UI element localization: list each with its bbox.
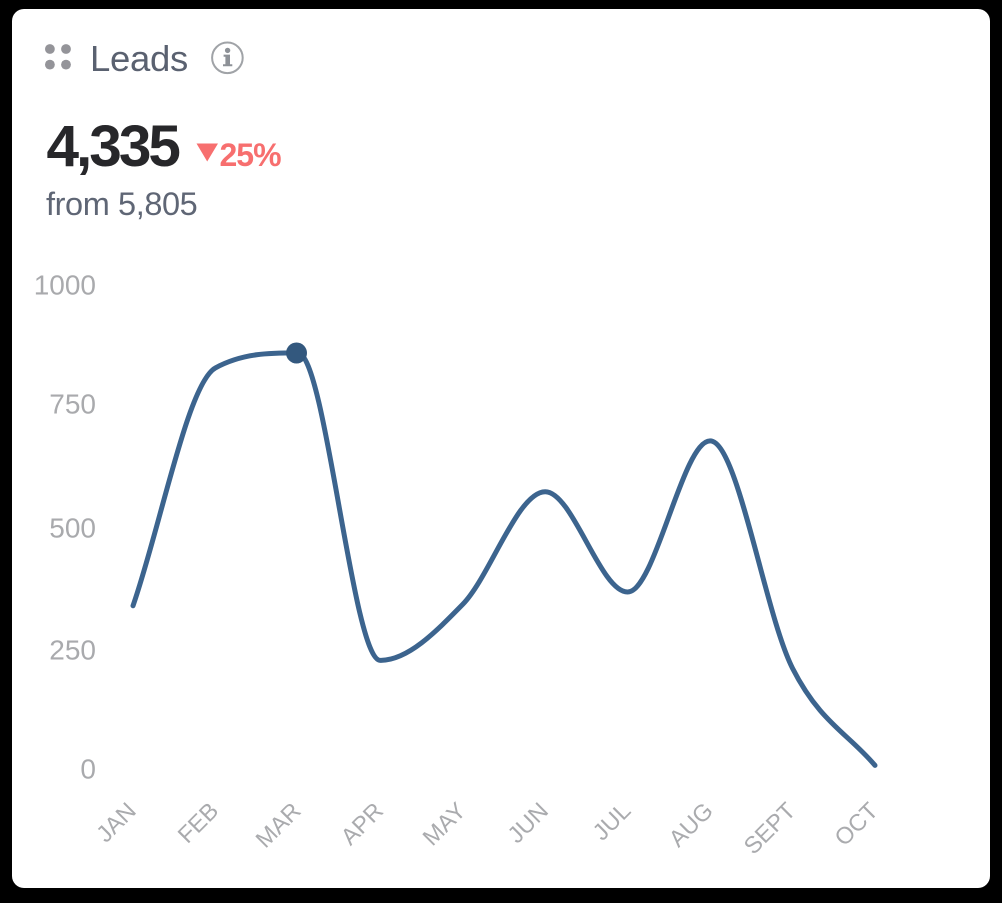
svg-text:FEB: FEB bbox=[173, 797, 224, 848]
svg-text:OCT: OCT bbox=[829, 797, 882, 850]
svg-text:500: 500 bbox=[49, 512, 96, 543]
svg-text:APR: APR bbox=[336, 797, 389, 850]
svg-text:MAY: MAY bbox=[418, 797, 471, 850]
svg-text:750: 750 bbox=[49, 389, 96, 420]
svg-text:0: 0 bbox=[80, 753, 96, 784]
svg-text:1000: 1000 bbox=[34, 270, 96, 301]
svg-text:MAR: MAR bbox=[251, 797, 306, 852]
svg-text:250: 250 bbox=[49, 634, 96, 665]
svg-text:JAN: JAN bbox=[91, 797, 141, 847]
svg-text:JUL: JUL bbox=[588, 797, 636, 845]
svg-text:AUG: AUG bbox=[664, 797, 718, 851]
svg-text:SEPT: SEPT bbox=[739, 797, 801, 859]
svg-text:JUN: JUN bbox=[502, 797, 553, 848]
